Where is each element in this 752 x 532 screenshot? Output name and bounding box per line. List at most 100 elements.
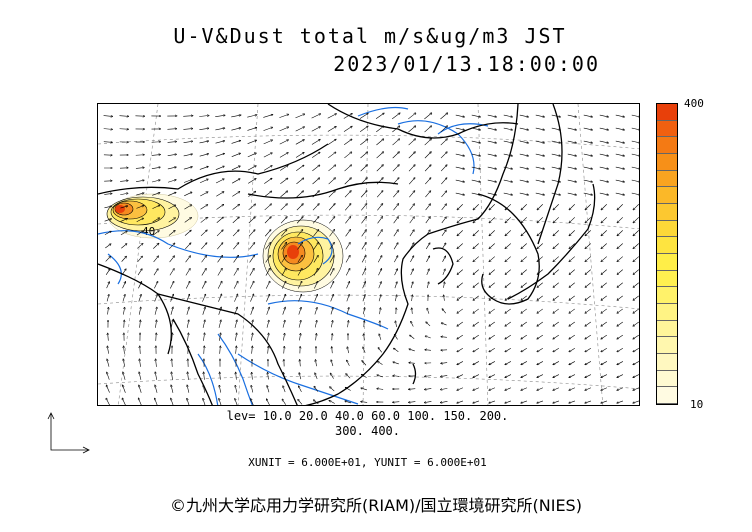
wind-vector bbox=[200, 217, 208, 223]
wind-vector bbox=[537, 400, 544, 403]
wind-vector bbox=[217, 243, 222, 250]
wind-vector bbox=[585, 400, 592, 403]
wind-vector bbox=[299, 373, 302, 380]
wind-vector bbox=[216, 205, 224, 210]
wind-vector bbox=[473, 256, 479, 262]
wind-vector bbox=[457, 282, 463, 288]
wind-vector bbox=[280, 178, 287, 184]
wind-vector bbox=[519, 153, 528, 156]
wind-vector bbox=[279, 140, 288, 145]
wind-vector bbox=[425, 230, 430, 237]
wind-vector bbox=[551, 192, 560, 195]
wind-vector bbox=[599, 140, 608, 143]
wind-vector bbox=[281, 256, 287, 263]
wind-vector bbox=[361, 243, 366, 250]
wind-vector bbox=[444, 295, 445, 301]
wind-vector bbox=[312, 191, 319, 198]
wind-vector bbox=[263, 127, 273, 131]
wind-vector bbox=[442, 256, 446, 262]
colorbar-segment bbox=[657, 370, 677, 388]
wind-vector bbox=[199, 116, 208, 117]
wind-vector bbox=[426, 282, 429, 288]
wind-vector bbox=[569, 361, 576, 364]
vector-units: XUNIT = 6.000E+01, YUNIT = 6.000E+01 bbox=[248, 456, 487, 469]
wind-vector bbox=[617, 204, 623, 210]
wind-vector bbox=[299, 386, 302, 392]
wind-vector bbox=[233, 256, 239, 263]
wind-vector bbox=[299, 334, 300, 341]
wind-vector bbox=[567, 153, 576, 156]
wind-vector bbox=[281, 243, 286, 250]
wind-vector bbox=[519, 127, 528, 130]
wind-vector bbox=[633, 348, 639, 351]
wind-vector bbox=[282, 307, 286, 315]
wind-vector bbox=[601, 204, 607, 210]
wind-vector bbox=[267, 333, 268, 341]
wind-vector bbox=[409, 217, 415, 224]
wind-vector bbox=[599, 166, 608, 169]
wind-vector bbox=[473, 282, 479, 288]
wind-vector bbox=[346, 308, 349, 315]
wind-vector bbox=[316, 334, 317, 341]
wind-vector bbox=[519, 192, 528, 195]
wind-vector bbox=[567, 140, 576, 143]
wind-vector bbox=[203, 385, 206, 393]
wind-vector bbox=[139, 359, 141, 367]
wind-vector bbox=[167, 154, 177, 157]
wind-vector bbox=[216, 217, 223, 223]
wind-vector bbox=[363, 347, 366, 353]
wind-vector bbox=[266, 307, 270, 315]
wind-vector bbox=[297, 268, 302, 276]
wind-vector bbox=[296, 165, 304, 171]
wind-vector bbox=[104, 219, 112, 222]
wind-vector bbox=[139, 385, 142, 393]
wind-vector bbox=[362, 282, 366, 289]
wind-vector bbox=[295, 140, 304, 145]
wind-vector bbox=[263, 153, 272, 158]
wind-vector bbox=[172, 359, 173, 367]
wind-vector bbox=[348, 321, 349, 328]
wind-vector bbox=[473, 400, 480, 403]
wind-vector bbox=[312, 165, 319, 172]
wind-vector bbox=[553, 374, 560, 378]
wind-vector bbox=[185, 269, 190, 276]
wind-vector bbox=[537, 295, 543, 300]
wind-vector bbox=[151, 180, 160, 183]
wind-vector bbox=[601, 256, 607, 262]
wind-vector bbox=[537, 361, 544, 364]
wind-vector bbox=[344, 178, 351, 185]
wind-vector bbox=[250, 307, 254, 315]
wind-vector bbox=[377, 389, 384, 390]
wind-vector bbox=[537, 387, 544, 391]
wind-vector bbox=[185, 243, 190, 250]
wind-vector bbox=[313, 256, 318, 263]
wind-vector bbox=[615, 192, 624, 195]
wind-vector bbox=[108, 307, 109, 315]
colorbar-segment bbox=[657, 104, 677, 121]
wind-vector bbox=[599, 114, 608, 117]
wind-vector bbox=[297, 256, 302, 263]
wind-vector bbox=[394, 282, 397, 289]
wind-vector bbox=[231, 141, 241, 144]
wind-vector bbox=[156, 359, 157, 367]
wind-vector bbox=[599, 127, 608, 130]
wind-vector bbox=[440, 165, 447, 172]
wind-vector bbox=[283, 373, 285, 380]
wind-vector bbox=[473, 243, 479, 248]
wind-vector bbox=[311, 152, 320, 158]
wind-vector bbox=[505, 387, 512, 391]
wind-vector bbox=[330, 387, 335, 392]
wind-vector bbox=[551, 153, 560, 156]
wind-vector bbox=[521, 256, 527, 262]
wind-vector bbox=[120, 181, 128, 182]
wind-vector bbox=[362, 361, 367, 366]
wind-vector bbox=[583, 179, 592, 182]
wind-vector bbox=[503, 192, 512, 195]
wind-vector bbox=[633, 243, 639, 248]
wind-vector bbox=[347, 347, 349, 354]
wind-vector bbox=[394, 256, 397, 263]
wind-vector bbox=[378, 361, 383, 365]
wind-vector bbox=[103, 129, 113, 130]
wind-vector bbox=[183, 116, 192, 117]
wind-vector bbox=[585, 217, 591, 222]
